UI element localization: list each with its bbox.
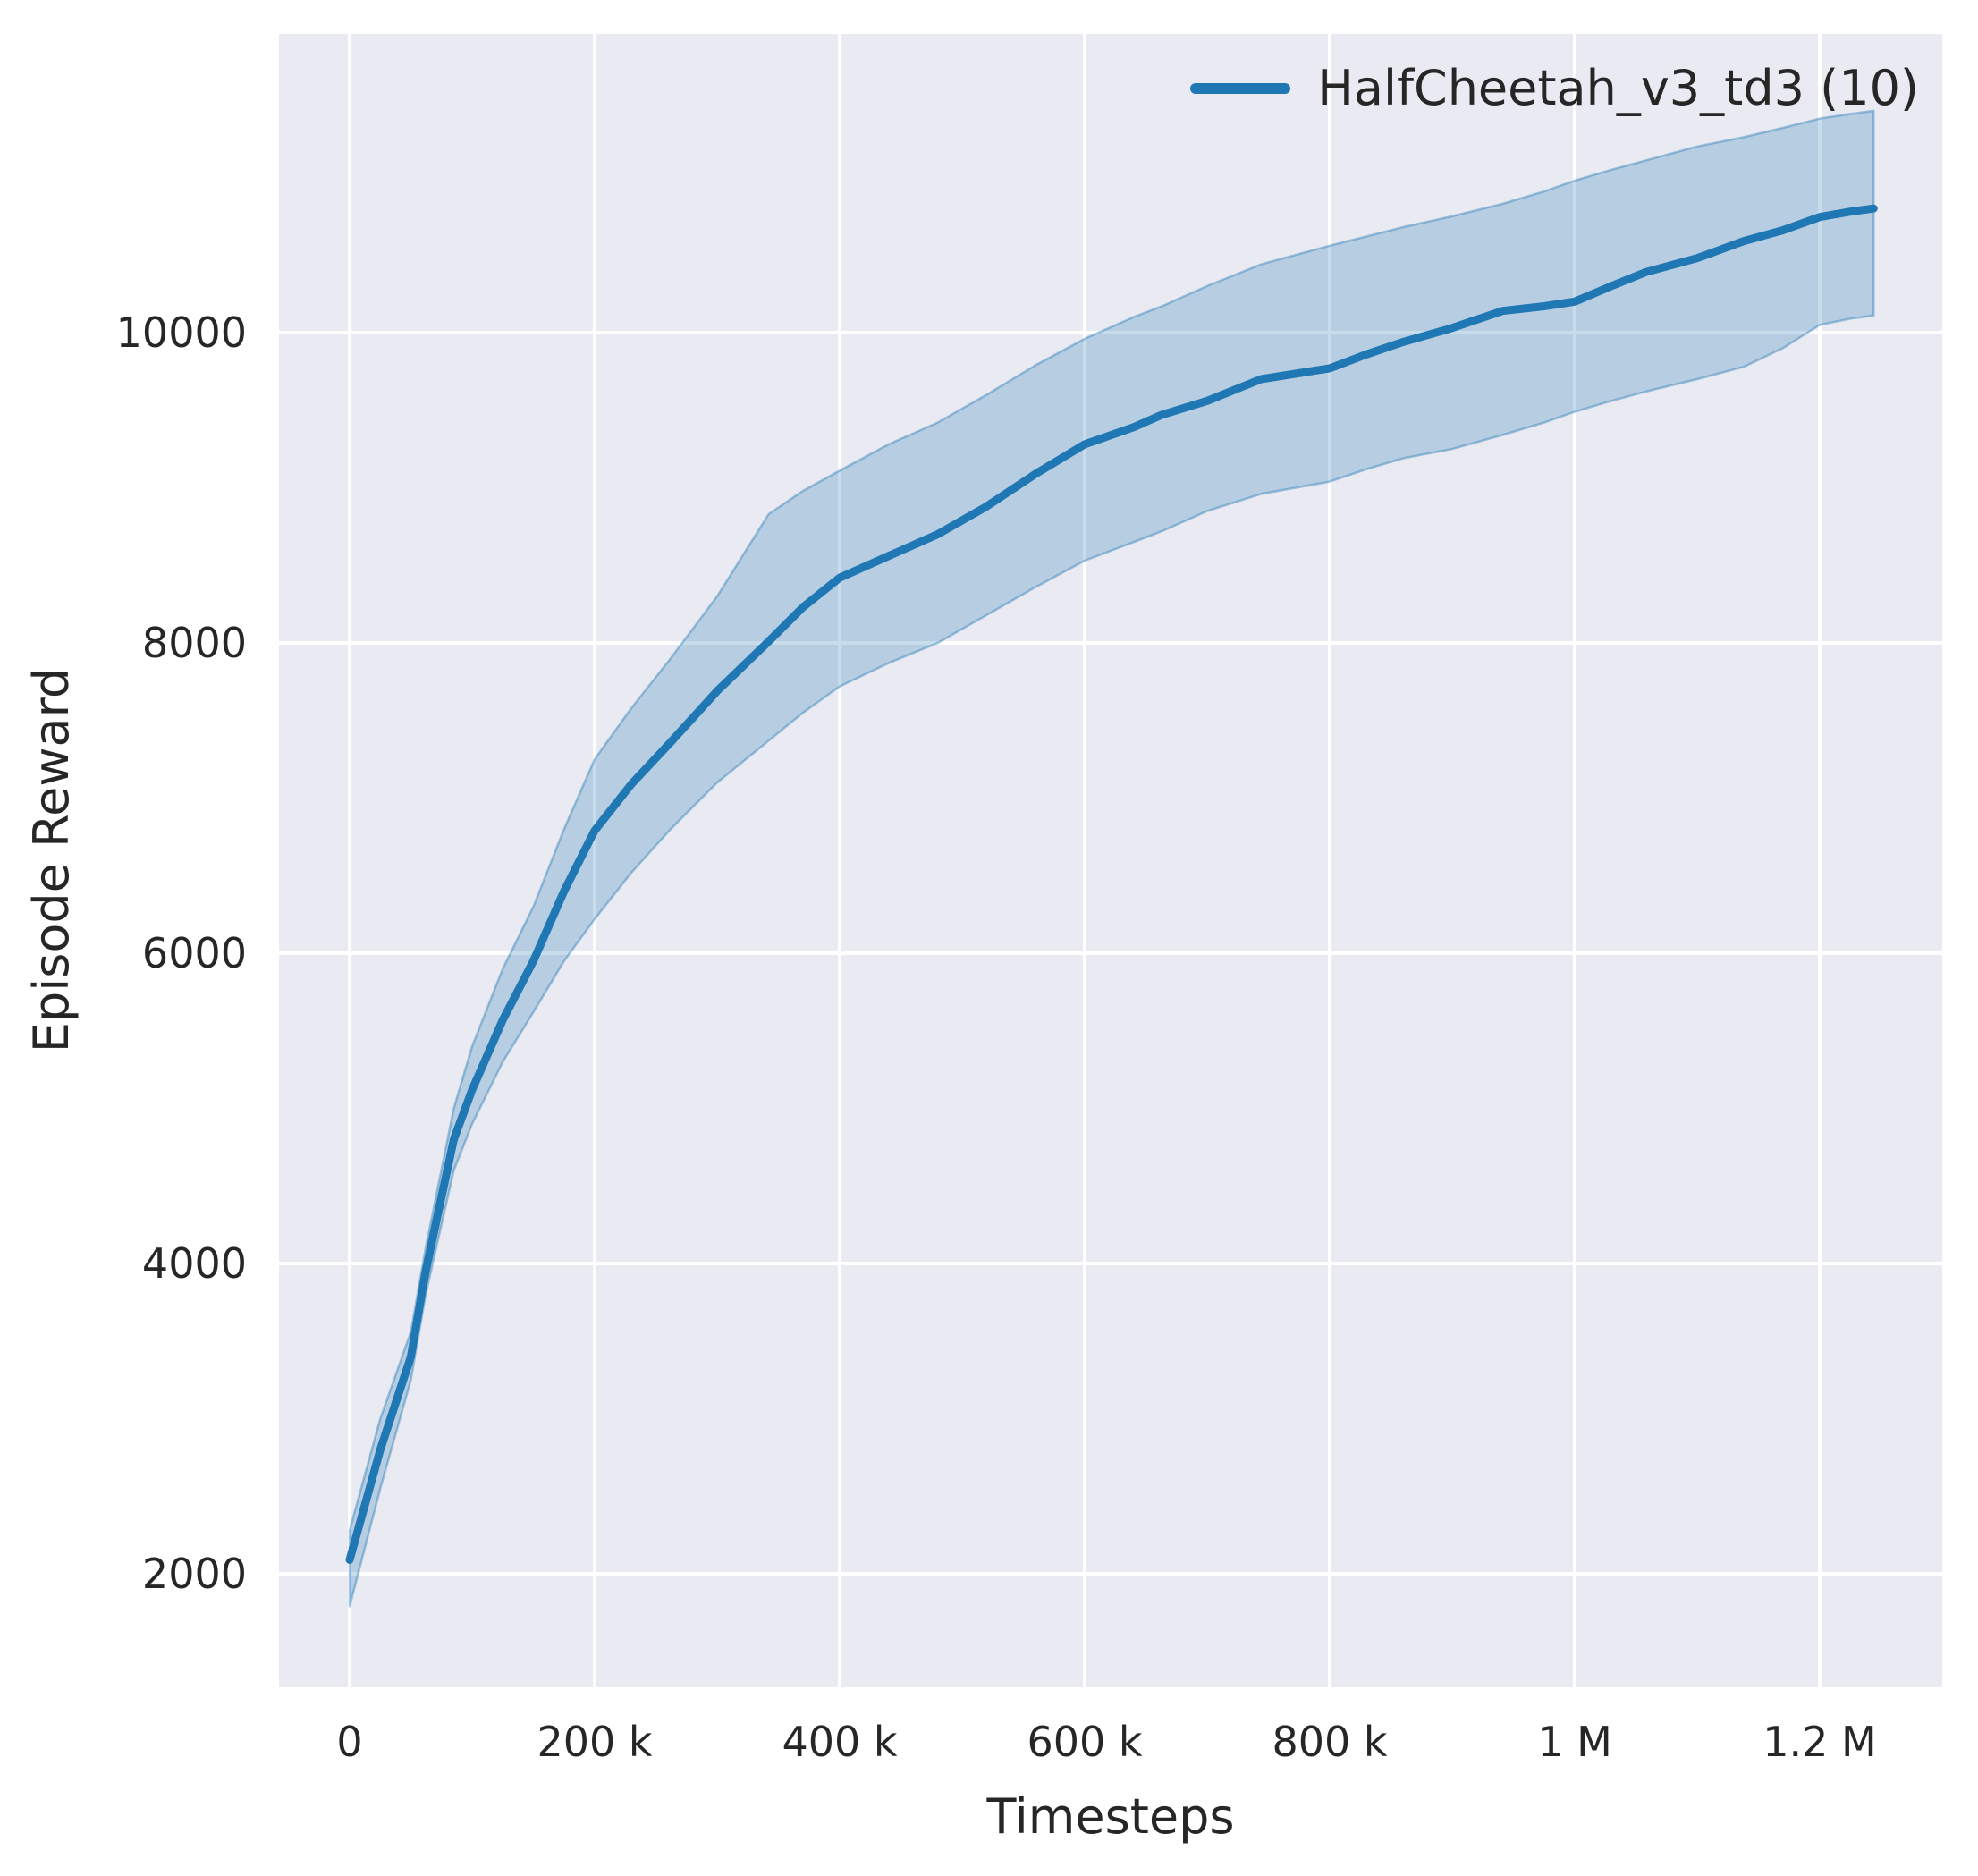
confidence-band-area: [348, 109, 1875, 1608]
plot-area-background: [279, 34, 1942, 1687]
x-tick-label: 0: [336, 1718, 363, 1766]
y-tick-label: 2000: [141, 1549, 247, 1598]
legend-line-swatch: [1190, 83, 1291, 94]
confidence-band: [348, 109, 1875, 1608]
mean-line: [345, 204, 1878, 1564]
y-tick-label: 10000: [115, 308, 247, 357]
mean-line-path: [345, 204, 1878, 1564]
x-tick-label: 800 k: [1272, 1718, 1388, 1766]
y-tick-label: 4000: [141, 1238, 247, 1288]
y-tick-label: 6000: [141, 928, 247, 977]
x-axis-label: Timesteps: [986, 1788, 1235, 1845]
x-tick-label: 1.2 M: [1762, 1718, 1877, 1766]
x-tick-label: 400 k: [782, 1718, 898, 1766]
y-axis-label: Episode Reward: [23, 667, 80, 1053]
gridlines: [279, 34, 1942, 1687]
legend-label: HalfCheetah_v3_td3 (10): [1317, 60, 1919, 116]
x-tick-label: 600 k: [1027, 1718, 1143, 1766]
legend: HalfCheetah_v3_td3 (10): [1190, 64, 1919, 113]
x-tick-label: 200 k: [537, 1718, 653, 1766]
x-tick-label: 1 M: [1537, 1718, 1612, 1766]
y-tick-label: 8000: [141, 618, 247, 667]
